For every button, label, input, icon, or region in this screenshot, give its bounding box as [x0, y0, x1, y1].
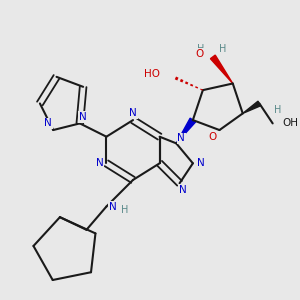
- Text: OH: OH: [283, 118, 298, 128]
- Text: H: H: [274, 105, 281, 115]
- Text: N: N: [179, 185, 187, 195]
- Polygon shape: [176, 118, 196, 143]
- Text: N: N: [129, 108, 137, 118]
- Text: N: N: [79, 112, 87, 122]
- Text: N: N: [197, 158, 205, 168]
- Polygon shape: [210, 55, 233, 83]
- Polygon shape: [243, 101, 261, 113]
- Text: N: N: [96, 158, 103, 168]
- Text: O: O: [195, 49, 204, 58]
- Text: N: N: [44, 118, 52, 128]
- Text: H: H: [121, 205, 128, 215]
- Text: O: O: [209, 132, 217, 142]
- Text: N: N: [177, 134, 185, 143]
- Text: H: H: [197, 44, 205, 54]
- Text: N: N: [109, 202, 117, 212]
- Text: HO: HO: [144, 68, 160, 79]
- Text: H: H: [219, 44, 226, 54]
